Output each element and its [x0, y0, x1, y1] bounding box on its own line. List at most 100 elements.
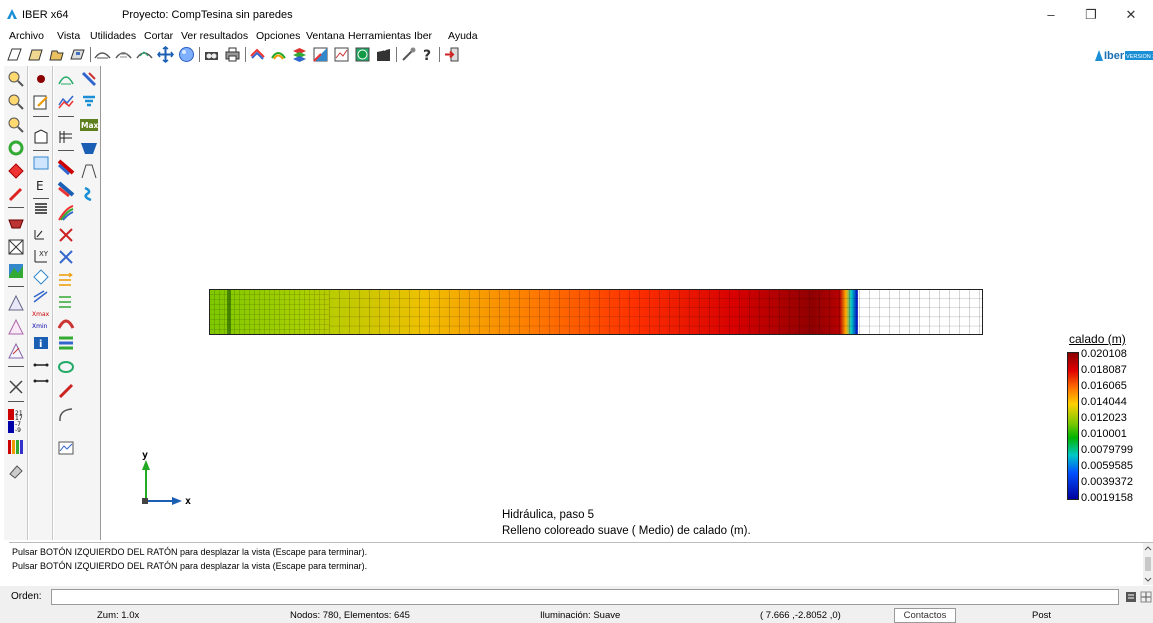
legend-value: 0.0039372	[1081, 476, 1133, 488]
open-folder-icon[interactable]	[48, 46, 65, 63]
info-icon[interactable]: i	[32, 334, 50, 352]
console-scrollbar[interactable]	[1143, 543, 1153, 585]
menu-ver-resultados[interactable]: Ver resultados	[181, 30, 249, 42]
panel-icon[interactable]	[32, 154, 50, 172]
profile-icon[interactable]	[80, 162, 98, 180]
zoom-in-icon[interactable]	[7, 70, 25, 88]
layered-band-icon[interactable]	[57, 334, 75, 352]
project-title: Proyecto: CompTesina sin paredes	[122, 9, 293, 21]
menu-ventana[interactable]: Ventana	[306, 30, 345, 42]
streamlines-icon[interactable]	[57, 270, 75, 288]
perspective-icon[interactable]	[7, 214, 25, 232]
menu-ayuda[interactable]: Ayuda	[448, 30, 478, 42]
palette-divider	[8, 401, 24, 402]
mesh-icon[interactable]	[115, 46, 132, 63]
stack-icon[interactable]	[291, 46, 308, 63]
spectrum-icon[interactable]	[7, 438, 25, 456]
arrows-icon[interactable]	[32, 288, 50, 306]
flow-icon[interactable]	[80, 185, 98, 203]
menu-vista[interactable]: Vista	[57, 30, 81, 42]
new-file-icon[interactable]	[6, 46, 23, 63]
band-alt-icon[interactable]	[57, 180, 75, 198]
max-icon[interactable]: Max	[80, 116, 98, 134]
graph-icon[interactable]	[333, 46, 350, 63]
maximize-button[interactable]: ❐	[1085, 7, 1097, 22]
clapper-icon[interactable]	[375, 46, 392, 63]
cross-icon[interactable]	[57, 226, 75, 244]
value-range-icon[interactable]: 21 17 -7 -9	[7, 408, 25, 434]
mesh-ring-icon[interactable]	[57, 358, 75, 376]
grid-box-icon[interactable]	[7, 238, 25, 256]
graph-lines-icon[interactable]	[57, 93, 75, 111]
render-icon[interactable]	[7, 162, 25, 180]
point-icon[interactable]	[32, 70, 50, 88]
sphere-icon[interactable]	[178, 46, 195, 63]
edit-icon[interactable]	[32, 93, 50, 111]
menu-opciones[interactable]: Opciones	[256, 30, 301, 42]
rotate-icon[interactable]	[7, 185, 25, 203]
line-tool-icon[interactable]	[32, 356, 50, 374]
diamond-icon[interactable]	[32, 268, 50, 286]
toolbar-separator	[245, 47, 246, 62]
contacts-button[interactable]: Contactos	[894, 608, 956, 623]
layers-icon[interactable]	[203, 46, 220, 63]
colorfill-icon[interactable]	[312, 46, 329, 63]
menu-cortar[interactable]: Cortar	[144, 30, 174, 42]
toolbar-separator	[439, 47, 440, 62]
menu-archivo[interactable]: Archivo	[9, 30, 45, 42]
color-band-icon[interactable]	[57, 314, 75, 332]
graphics-viewport[interactable]: calado (m) 0.020108 0.018087 0.016065 0.…	[102, 66, 1153, 540]
exit-icon[interactable]	[443, 46, 460, 63]
channel-icon[interactable]	[80, 139, 98, 157]
calculator-icon[interactable]	[1124, 590, 1138, 604]
print-icon[interactable]	[224, 46, 241, 63]
book-icon[interactable]	[32, 128, 50, 146]
menu-herramientas-iber[interactable]: Herramientas Iber	[348, 30, 433, 42]
surface-results-icon[interactable]	[57, 70, 75, 88]
cross-alt-icon[interactable]	[57, 248, 75, 266]
message-console: Pulsar BOTÓN IZQUIERDO DEL RATÓN para de…	[9, 542, 1153, 585]
eraser-icon[interactable]	[7, 462, 25, 480]
status-coordinates: ( 7.666 ,-2.8052 ,0)	[760, 610, 841, 621]
redraw-icon[interactable]	[7, 139, 25, 157]
waves-icon[interactable]	[80, 93, 98, 111]
legend-value: 0.0059585	[1081, 460, 1133, 472]
cut-icon[interactable]	[7, 378, 25, 396]
tool-icon[interactable]	[400, 46, 417, 63]
list-icon[interactable]	[32, 200, 50, 218]
open-file-icon[interactable]	[27, 46, 44, 63]
contours-icon[interactable]	[270, 46, 287, 63]
streamlines-alt-icon[interactable]	[57, 292, 75, 310]
vector-icon[interactable]	[32, 224, 50, 242]
globe-icon[interactable]	[354, 46, 371, 63]
range-number: -9	[15, 427, 21, 434]
close-button[interactable]: ✕	[1125, 7, 1137, 22]
band-icon[interactable]	[57, 158, 75, 176]
zoom-out-icon[interactable]	[7, 93, 25, 111]
grid-toggle-icon[interactable]	[1139, 590, 1153, 604]
pan-icon[interactable]	[157, 46, 174, 63]
rainbow-icon[interactable]	[249, 46, 266, 63]
terrain-icon[interactable]	[7, 262, 25, 280]
shape-icon[interactable]	[57, 406, 75, 424]
triangle-edit-icon[interactable]	[7, 342, 25, 360]
chart-icon[interactable]	[57, 439, 75, 457]
triangle-mesh-alt-icon[interactable]	[7, 318, 25, 336]
water-drop-icon[interactable]	[80, 70, 98, 88]
move-icon[interactable]	[136, 46, 153, 63]
minimize-button[interactable]: –	[1047, 7, 1055, 22]
order-input[interactable]	[51, 589, 1119, 605]
rainbow-diagonal-icon[interactable]	[57, 204, 75, 222]
triangle-mesh-icon[interactable]	[7, 294, 25, 312]
zoom-frame-icon[interactable]	[7, 116, 25, 134]
menu-utilidades[interactable]: Utilidades	[90, 30, 137, 42]
xy-axes-icon[interactable]: XY	[32, 246, 50, 264]
surface-icon[interactable]	[94, 46, 111, 63]
save-icon[interactable]	[69, 46, 86, 63]
segment-tool-icon[interactable]	[32, 372, 50, 390]
help-icon[interactable]: ?	[419, 46, 436, 63]
label-e-icon[interactable]: E	[32, 176, 50, 194]
line-results-icon[interactable]	[57, 382, 75, 400]
xmax-xmin-icon[interactable]: Xmax Xmin	[32, 306, 50, 332]
table-icon[interactable]	[57, 128, 75, 146]
